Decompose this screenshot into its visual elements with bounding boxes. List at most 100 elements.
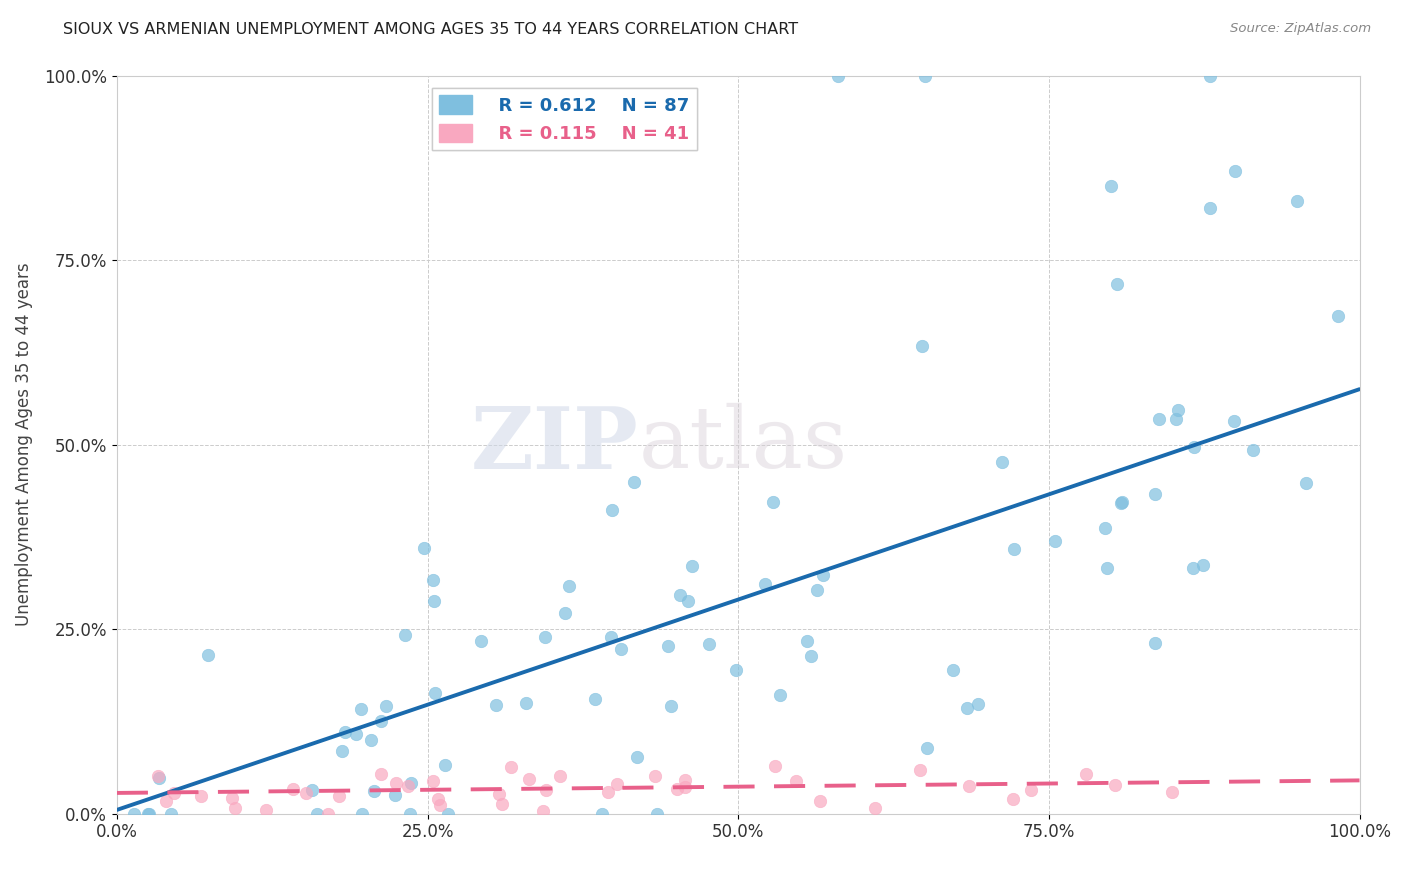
Point — [600, 503, 623, 517]
Point — [254, 803, 277, 817]
Point — [484, 698, 506, 713]
Point — [422, 773, 444, 788]
Point — [488, 787, 510, 801]
Point — [626, 750, 648, 764]
Point — [399, 775, 422, 789]
Point — [352, 806, 374, 821]
Point — [375, 698, 398, 713]
Point — [1225, 164, 1247, 178]
Point — [911, 339, 934, 353]
Point — [598, 785, 620, 799]
Point — [914, 69, 936, 83]
Point — [470, 633, 492, 648]
Point — [1286, 194, 1309, 208]
Point — [762, 494, 785, 508]
Point — [197, 648, 219, 662]
Point — [785, 774, 807, 789]
Point — [1160, 785, 1182, 799]
Point — [155, 794, 177, 808]
Point — [350, 702, 373, 716]
Text: ZIP: ZIP — [471, 402, 638, 486]
Point — [659, 699, 682, 714]
Point — [491, 797, 513, 812]
Point — [370, 714, 392, 728]
Point — [957, 779, 980, 793]
Point — [1199, 69, 1222, 83]
Point — [1094, 521, 1116, 535]
Point — [360, 732, 382, 747]
Point — [610, 641, 633, 656]
Point — [724, 663, 747, 677]
Point — [1327, 309, 1350, 323]
Point — [763, 759, 786, 773]
Point — [422, 573, 444, 587]
Point — [647, 806, 669, 821]
Point — [394, 627, 416, 641]
Point — [1143, 486, 1166, 500]
Point — [554, 606, 576, 620]
Point — [534, 782, 557, 797]
Point — [159, 806, 181, 821]
Point — [1143, 636, 1166, 650]
Point — [1104, 778, 1126, 792]
Point — [330, 744, 353, 758]
Point — [1019, 782, 1042, 797]
Point — [591, 806, 613, 821]
Point — [434, 758, 457, 772]
Point — [1199, 202, 1222, 216]
Point — [224, 801, 246, 815]
Point — [908, 763, 931, 777]
Point — [163, 786, 186, 800]
Point — [425, 686, 447, 700]
Point — [1182, 440, 1205, 454]
Point — [1002, 541, 1025, 556]
Point — [396, 779, 419, 793]
Point — [956, 700, 979, 714]
Point — [344, 727, 367, 741]
Text: Source: ZipAtlas.com: Source: ZipAtlas.com — [1230, 22, 1371, 36]
Point — [124, 806, 146, 821]
Point — [673, 780, 696, 794]
Point — [1192, 558, 1215, 573]
Point — [1223, 414, 1246, 428]
Point — [669, 588, 692, 602]
Point — [1167, 403, 1189, 417]
Point — [806, 582, 828, 597]
Point — [148, 769, 170, 783]
Point — [769, 689, 792, 703]
Point — [499, 760, 522, 774]
Point — [283, 782, 305, 797]
Point — [796, 633, 818, 648]
Point — [915, 741, 938, 756]
Point — [599, 630, 621, 644]
Point — [423, 594, 446, 608]
Legend:   R = 0.612    N = 87,   R = 0.115    N = 41: R = 0.612 N = 87, R = 0.115 N = 41 — [432, 88, 696, 151]
Point — [138, 806, 160, 821]
Point — [1002, 792, 1025, 806]
Point — [623, 475, 645, 489]
Point — [558, 580, 581, 594]
Point — [1095, 561, 1118, 575]
Point — [399, 806, 422, 821]
Point — [318, 806, 340, 821]
Point — [515, 696, 537, 710]
Point — [333, 725, 356, 739]
Point — [370, 767, 392, 781]
Point — [754, 577, 776, 591]
Point — [1043, 533, 1066, 548]
Point — [363, 784, 385, 798]
Point — [436, 806, 458, 821]
Point — [550, 769, 572, 783]
Point — [678, 594, 700, 608]
Point — [966, 697, 988, 711]
Point — [138, 806, 160, 821]
Point — [808, 794, 831, 808]
Point — [811, 567, 834, 582]
Point — [1147, 412, 1170, 426]
Point — [148, 772, 170, 786]
Point — [991, 455, 1014, 469]
Point — [1109, 496, 1132, 510]
Point — [800, 648, 823, 663]
Point — [294, 786, 316, 800]
Point — [1074, 767, 1097, 781]
